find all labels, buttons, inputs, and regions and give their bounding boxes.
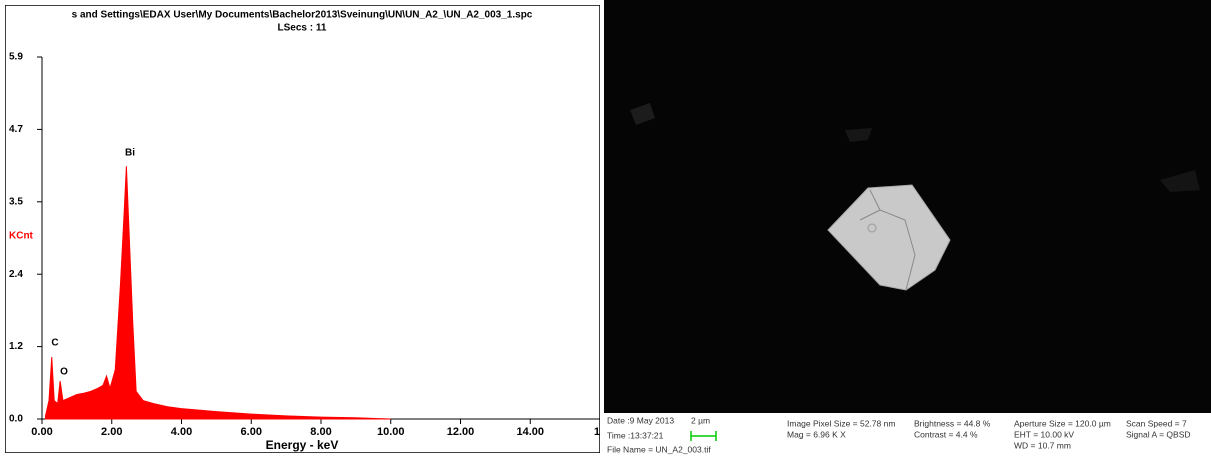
y-tick-label: 1.2: [9, 341, 23, 352]
x-tick-label: 14.00: [516, 426, 544, 438]
peak-label: C: [51, 338, 58, 349]
y-tick-label: 3.5: [9, 196, 23, 207]
x-tick-label: 2.00: [101, 426, 122, 438]
x-tick-label: 8.00: [310, 426, 331, 438]
info-text: Contrast = 4.4 %: [914, 429, 978, 439]
peak-label: Bi: [125, 148, 135, 159]
info-text: Signal A = QBSD: [1126, 429, 1191, 439]
x-tick-label: 6.00: [241, 426, 262, 438]
info-text: Date :9 May 2013: [607, 415, 674, 425]
peak-label: O: [60, 367, 68, 378]
x-tick-label: 0.00: [31, 426, 52, 438]
eds-panel: s and Settings\EDAX User\My Documents\Ba…: [5, 5, 606, 453]
eds-frame: [5, 5, 600, 453]
info-text: Aperture Size = 120.0 µm: [1014, 418, 1111, 428]
info-text: File Name = UN_A2_003.tif: [607, 444, 711, 454]
x-tick-label: 12.00: [447, 426, 475, 438]
info-text: 2 µm: [691, 415, 710, 425]
info-text: WD = 10.7 mm: [1014, 440, 1071, 450]
y-tick-label: 2.4: [9, 269, 23, 280]
info-text: EHT = 10.00 kV: [1014, 429, 1074, 439]
x-tick-label: 10.00: [377, 426, 405, 438]
info-text: Time :13:37:21: [607, 430, 664, 440]
y-tick-label: 4.7: [9, 124, 23, 135]
x-tick-label: 4.00: [171, 426, 192, 438]
screenshot: s and Settings\EDAX User\My Documents\Ba…: [0, 0, 1211, 456]
y-tick-label: 5.9: [9, 52, 23, 63]
y-axis-label: KCnt: [9, 231, 34, 242]
sem-panel: Date :9 May 2013 Time :13:37:21 File Nam…: [604, 0, 1211, 456]
chart-title: s and Settings\EDAX User\My Documents\Ba…: [72, 10, 533, 21]
info-text: Image Pixel Size = 52.78 nm: [787, 418, 895, 428]
info-text: Scan Speed = 7: [1126, 418, 1187, 428]
chart-subtitle: LSecs : 11: [278, 23, 327, 34]
page: {"chart_data": {"type": "area", "title":…: [0, 0, 1211, 456]
info-text: Mag = 6.96 K X: [787, 429, 846, 439]
info-text: Brightness = 44.8 %: [914, 418, 991, 428]
y-tick-label: 0.0: [9, 414, 23, 425]
x-axis-label: Energy - keV: [266, 438, 339, 452]
